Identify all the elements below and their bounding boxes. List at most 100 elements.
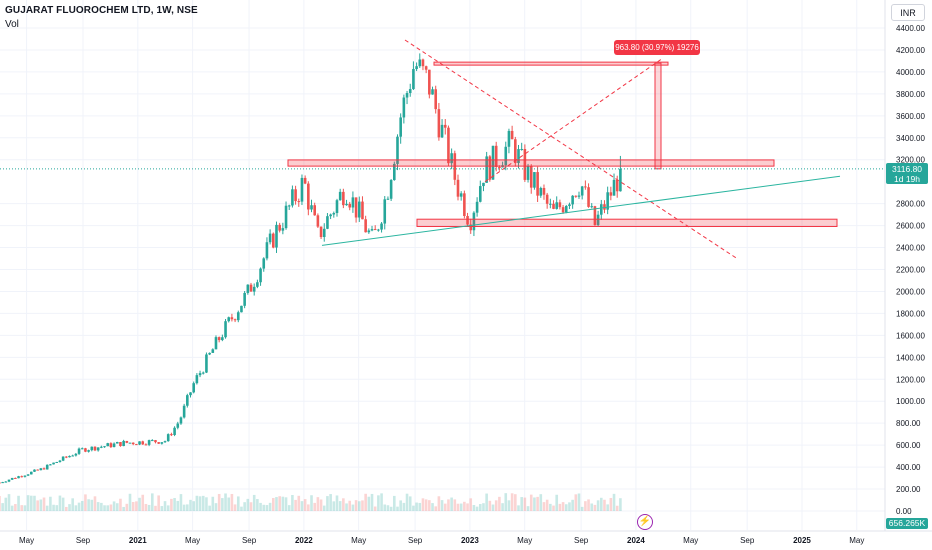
candle-body bbox=[182, 405, 186, 418]
volume-bar bbox=[106, 505, 110, 511]
candle-body bbox=[300, 177, 304, 202]
volume-bar bbox=[501, 503, 504, 511]
event-flash-icon[interactable]: ⚡ bbox=[637, 514, 653, 530]
candle-body bbox=[246, 284, 250, 293]
volume-bar bbox=[65, 506, 68, 511]
price-tick-label: 4200.00 bbox=[896, 46, 925, 55]
candle-body bbox=[494, 145, 498, 168]
volume-bar bbox=[539, 494, 543, 511]
volume-bar bbox=[421, 498, 425, 511]
volume-bar bbox=[319, 499, 323, 511]
resistance-zone bbox=[287, 159, 775, 167]
volume-bar bbox=[192, 501, 195, 511]
candle-body bbox=[335, 200, 339, 214]
candle-body bbox=[80, 448, 84, 450]
candle-body bbox=[571, 195, 574, 205]
price-tick-label: 600.00 bbox=[896, 441, 921, 450]
support-zone bbox=[416, 218, 838, 227]
volume-bar bbox=[138, 497, 141, 511]
volume-bar bbox=[472, 505, 476, 511]
volume-bar bbox=[125, 503, 129, 511]
candle-body bbox=[65, 456, 68, 458]
volume-bar bbox=[450, 497, 453, 511]
volume-bar bbox=[281, 496, 285, 511]
candle-body bbox=[131, 442, 135, 445]
time-tick-label: May bbox=[517, 536, 532, 545]
volume-legend: Vol bbox=[5, 19, 19, 30]
candle-body bbox=[504, 146, 508, 166]
candle-body bbox=[262, 258, 266, 269]
candle-body bbox=[485, 156, 488, 183]
volume-bar bbox=[221, 498, 224, 511]
volume-bar bbox=[160, 506, 164, 511]
volume-bar bbox=[45, 505, 49, 511]
volume-bar bbox=[434, 506, 438, 511]
candle-body bbox=[291, 189, 294, 206]
volume-bar bbox=[373, 506, 377, 511]
candle-body bbox=[307, 183, 310, 210]
volume-bar bbox=[558, 503, 562, 511]
time-tick-label: May bbox=[19, 536, 34, 545]
volume-bar bbox=[201, 495, 205, 511]
candle-body bbox=[233, 319, 237, 321]
candle-body bbox=[434, 89, 438, 110]
chart-title: GUJARAT FLUOROCHEM LTD, 1W, NSE bbox=[5, 5, 198, 16]
price-tick-label: 3600.00 bbox=[896, 112, 925, 121]
volume-bar bbox=[552, 505, 555, 511]
price-tick-label: 2600.00 bbox=[896, 222, 925, 231]
currency-button[interactable]: INR bbox=[891, 4, 925, 21]
volume-bar bbox=[393, 495, 396, 511]
volume-bar bbox=[268, 502, 272, 511]
volume-bar bbox=[561, 502, 565, 511]
volume-bar bbox=[7, 494, 11, 511]
price-tick-label: 800.00 bbox=[896, 419, 921, 428]
candle-body bbox=[402, 97, 406, 118]
candle-body bbox=[7, 479, 11, 482]
measure-label: 963.80 (30.97%) 19276 bbox=[614, 40, 700, 55]
candle-body bbox=[252, 286, 256, 292]
volume-bar bbox=[469, 498, 473, 511]
candle-body bbox=[77, 448, 81, 454]
volume-bar bbox=[205, 497, 208, 511]
candle-body bbox=[431, 89, 434, 95]
candle-body bbox=[240, 305, 243, 313]
candle-body bbox=[393, 163, 396, 181]
candle-body bbox=[408, 89, 412, 94]
volume-bar bbox=[182, 504, 186, 511]
candle-body bbox=[272, 233, 275, 248]
volume-bar bbox=[55, 505, 59, 511]
candle-body bbox=[45, 464, 49, 470]
volume-bar bbox=[593, 504, 597, 511]
candle-body bbox=[4, 481, 8, 483]
volume-bar bbox=[488, 500, 492, 511]
time-tick-label: May bbox=[849, 536, 864, 545]
volume-bar bbox=[128, 493, 132, 511]
candle-body bbox=[418, 59, 422, 67]
drawings bbox=[0, 39, 885, 259]
candle-body bbox=[144, 444, 148, 446]
candle-body bbox=[577, 195, 581, 197]
volume-bar bbox=[619, 498, 622, 511]
candle-body bbox=[615, 179, 619, 192]
candle-body bbox=[96, 447, 100, 451]
volume-bar bbox=[504, 493, 508, 511]
candle-body bbox=[93, 446, 97, 451]
volume-bar bbox=[217, 493, 221, 511]
candle-body bbox=[357, 201, 361, 218]
candle-body bbox=[166, 434, 170, 442]
candle-body bbox=[424, 66, 428, 70]
candle-body bbox=[587, 187, 590, 207]
volume-bar bbox=[211, 496, 215, 511]
volume-bar bbox=[240, 506, 243, 511]
candle-body bbox=[14, 477, 17, 479]
candle-body bbox=[135, 444, 138, 446]
volume-bar bbox=[0, 495, 1, 511]
candle-body bbox=[488, 156, 492, 180]
candle-body bbox=[552, 203, 555, 209]
price-tick-label: 4400.00 bbox=[896, 24, 925, 33]
price-tick-label: 2800.00 bbox=[896, 200, 925, 209]
volume-bar bbox=[571, 499, 574, 511]
candle-body bbox=[201, 372, 205, 374]
candle-body bbox=[179, 417, 183, 424]
